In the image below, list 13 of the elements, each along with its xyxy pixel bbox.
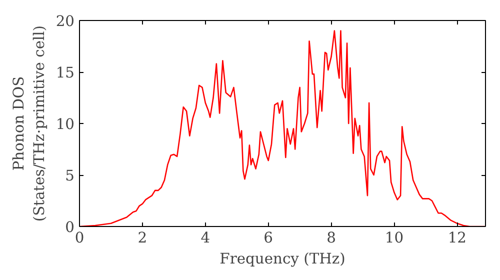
y-tick-label: 5 [65, 168, 75, 184]
y-tick-label: 0 [65, 219, 75, 236]
x-axis-title: Frequency (THz) [220, 250, 346, 268]
y-tick-label: 15 [56, 64, 75, 82]
y-tick-label: 10 [56, 116, 75, 133]
y-tick-label: 20 [56, 13, 75, 30]
x-tick-label: 10 [384, 230, 404, 246]
y-axis-title: Phonon DOS (States/THz·primitive cell) [10, 25, 48, 222]
x-tick-label: 6 [264, 230, 274, 246]
x-tick-label: 8 [326, 230, 336, 246]
x-tick-label: 4 [200, 230, 210, 246]
x-tick-label: 12 [448, 230, 467, 246]
x-tick-label: 2 [138, 230, 148, 246]
